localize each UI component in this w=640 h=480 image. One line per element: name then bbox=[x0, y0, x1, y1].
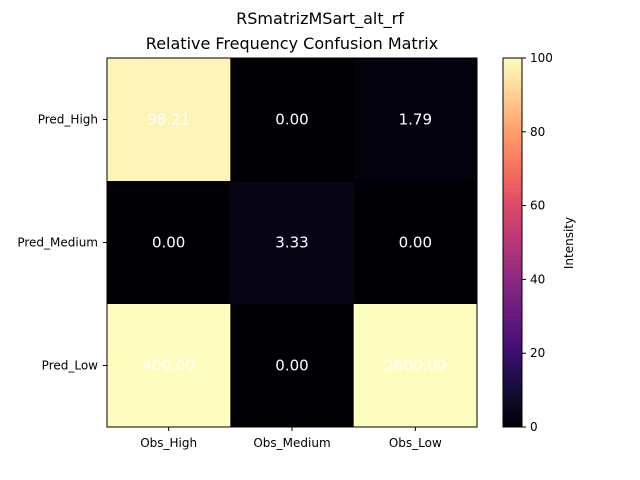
heatmap-cell bbox=[107, 304, 231, 428]
heatmap-cell bbox=[353, 304, 478, 428]
cell-label: 0.00 bbox=[399, 234, 432, 252]
chart-subtitle: Relative Frequency Confusion Matrix bbox=[146, 34, 438, 53]
y-axis: Pred_High Pred_Medium Pred_Low bbox=[17, 113, 107, 373]
colorbar-ticks: 0 20 40 60 80 100 bbox=[522, 51, 553, 434]
colorbar-tick-label: 60 bbox=[530, 199, 545, 213]
colorbar-tick-label: 40 bbox=[530, 272, 545, 286]
heatmap-cell bbox=[107, 181, 231, 305]
y-tick-label: Pred_High bbox=[38, 113, 98, 127]
y-tick-label: Pred_Medium bbox=[17, 236, 98, 250]
chart-title: RSmatrizMSart_alt_rf bbox=[236, 9, 404, 29]
colorbar-tick-label: 20 bbox=[530, 346, 545, 360]
colorbar-tick-label: 80 bbox=[530, 125, 545, 139]
cell-label: 0.00 bbox=[275, 111, 308, 129]
cell-label: 3.33 bbox=[275, 234, 308, 252]
y-tick-label: Pred_Low bbox=[42, 359, 99, 373]
heatmap-cell bbox=[353, 181, 478, 305]
cell-label: 2600.00 bbox=[384, 357, 446, 375]
cell-label: 0.00 bbox=[275, 357, 308, 375]
heatmap-cell bbox=[107, 58, 231, 182]
colorbar-tick-label: 0 bbox=[530, 420, 538, 434]
heatmap-cell bbox=[353, 58, 478, 182]
colorbar-gradient bbox=[502, 57, 523, 428]
cell-label: 400.00 bbox=[142, 357, 195, 375]
colorbar: 0 20 40 60 80 100 Intensity bbox=[502, 51, 576, 434]
x-tick-label: Obs_Medium bbox=[253, 436, 330, 450]
cell-label: 1.79 bbox=[399, 111, 432, 129]
cell-label: 98.21 bbox=[147, 111, 190, 129]
x-tick-label: Obs_High bbox=[140, 436, 197, 450]
colorbar-label: Intensity bbox=[562, 217, 576, 269]
heatmap-cell bbox=[230, 58, 355, 182]
heatmap-cell bbox=[230, 181, 355, 305]
cell-label: 0.00 bbox=[152, 234, 185, 252]
colorbar-tick-label: 100 bbox=[530, 51, 553, 65]
heatmap-cell bbox=[230, 304, 355, 428]
x-tick-label: Obs_Low bbox=[389, 436, 442, 450]
heatmap-cells: 98.21 0.00 1.79 0.00 3.33 0.00 400.00 0.00 2600.… bbox=[107, 58, 478, 428]
x-axis: Obs_High Obs_Medium Obs_Low bbox=[140, 427, 442, 450]
